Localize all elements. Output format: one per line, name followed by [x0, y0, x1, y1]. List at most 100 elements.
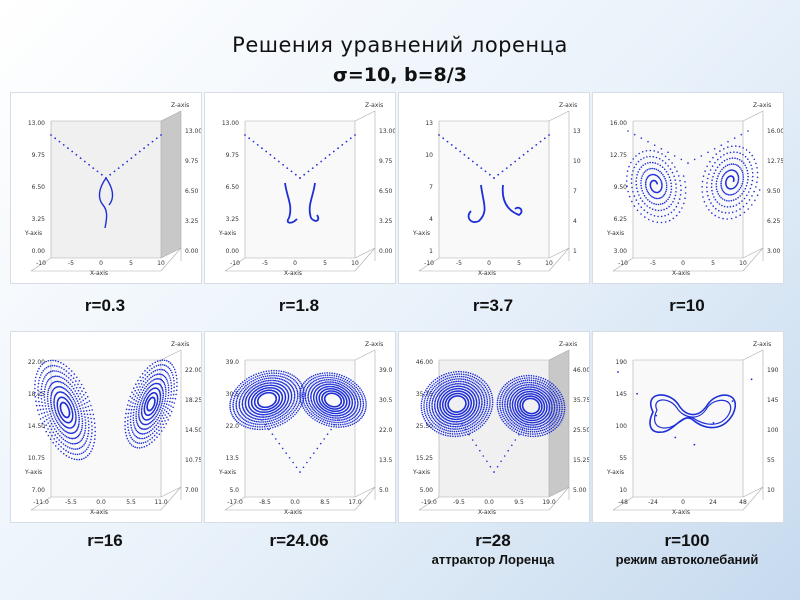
trajectory-point — [263, 373, 266, 375]
trajectory-point — [736, 158, 739, 160]
trajectory-point — [90, 450, 92, 453]
trajectory-point — [334, 417, 337, 419]
trajectory-point — [667, 213, 670, 216]
trajectory-point — [544, 378, 547, 381]
trajectory-point — [136, 421, 138, 423]
trajectory-point — [452, 388, 454, 391]
trajectory-point — [166, 416, 168, 419]
trajectory-point — [77, 426, 79, 429]
trajectory-point — [173, 383, 175, 385]
trajectory-point — [44, 405, 47, 407]
trajectory-point — [85, 440, 87, 442]
trajectory-point — [71, 457, 73, 460]
trajectory-point — [335, 377, 337, 380]
trajectory-point — [41, 382, 43, 385]
trajectory-point — [301, 384, 304, 386]
trajectory-point — [166, 371, 168, 374]
trajectory-point — [130, 436, 132, 439]
trajectory-point — [269, 412, 271, 415]
trajectory-point — [306, 386, 309, 389]
trajectory-point — [723, 159, 726, 162]
trajectory-point — [289, 407, 292, 409]
trajectory-point — [75, 442, 77, 445]
trajectory-point — [558, 401, 560, 403]
z-tick-label: 7.00 — [185, 487, 199, 494]
trajectory-point — [147, 435, 150, 438]
trajectory-point — [247, 385, 250, 388]
trajectory-point — [71, 442, 74, 445]
trajectory-point — [337, 378, 339, 380]
trajectory-point — [256, 428, 259, 431]
trajectory-point — [90, 404, 92, 407]
trajectory-point — [341, 374, 343, 377]
trajectory-point — [737, 190, 739, 192]
trajectory-point — [474, 383, 477, 386]
trajectory-point — [85, 456, 87, 458]
trajectory-point — [467, 417, 469, 419]
trajectory-point — [473, 376, 476, 379]
trajectory-point — [288, 418, 291, 421]
trajectory-point — [562, 397, 564, 400]
trajectory-point — [162, 391, 164, 393]
trajectory-point — [319, 383, 321, 385]
trajectory-point — [541, 379, 544, 382]
trajectory-point — [499, 391, 501, 393]
trajectory-point — [263, 423, 265, 426]
trajectory-point — [674, 179, 676, 181]
trajectory-point — [286, 417, 288, 420]
trajectory-point — [557, 414, 560, 416]
trajectory-point — [92, 167, 95, 169]
trajectory-point — [309, 376, 311, 379]
trajectory-point — [268, 370, 270, 372]
trajectory-point — [258, 413, 260, 415]
trajectory-point — [267, 377, 269, 379]
trajectory-point — [312, 403, 314, 406]
x-axis-label: X-axis — [478, 509, 496, 516]
trajectory-point — [73, 437, 75, 440]
trajectory-point — [351, 401, 354, 403]
trajectory-point — [660, 197, 662, 199]
trajectory-point — [356, 404, 359, 407]
lorenz-panel-5: 22.00 22.00 18.25 18.25 14.50 14.50 10.75 10.75… — [10, 331, 202, 523]
trajectory-point — [464, 383, 466, 386]
trajectory-point — [548, 386, 550, 388]
trajectory-point — [243, 389, 246, 392]
trajectory-point — [167, 391, 170, 394]
trajectory-point — [143, 392, 146, 394]
trajectory-point — [50, 405, 53, 408]
trajectory-point — [280, 378, 282, 380]
trajectory-point — [268, 428, 270, 431]
trajectory-point — [348, 422, 350, 424]
trajectory-point — [524, 434, 527, 437]
trajectory-point — [316, 163, 318, 166]
trajectory-point — [547, 380, 549, 382]
trajectory-point — [317, 413, 320, 415]
trajectory-point — [310, 391, 313, 394]
trajectory-point — [254, 378, 256, 381]
trajectory-point — [143, 384, 145, 386]
trajectory-point — [329, 416, 332, 419]
trajectory-point — [239, 407, 241, 410]
trajectory-point — [428, 388, 431, 390]
trajectory-point — [136, 446, 139, 449]
trajectory-point — [424, 414, 427, 416]
trajectory-point — [449, 374, 451, 376]
x-tick-label: -19.0 — [421, 499, 437, 506]
trajectory-point — [288, 412, 291, 414]
trajectory-point — [89, 441, 91, 444]
trajectory-point — [652, 196, 655, 199]
trajectory-point — [126, 437, 129, 440]
trajectory-point — [88, 423, 90, 426]
trajectory-point — [261, 426, 263, 428]
trajectory-point — [665, 170, 668, 173]
trajectory-point — [440, 387, 442, 389]
trajectory-point — [462, 371, 465, 373]
trajectory-point — [263, 421, 265, 423]
trajectory-point — [143, 408, 146, 410]
trajectory-point — [459, 423, 461, 425]
trajectory-point — [436, 386, 438, 389]
trajectory-point — [500, 395, 502, 398]
trajectory-point — [324, 381, 327, 383]
trajectory-point — [627, 190, 629, 193]
trajectory-point — [433, 414, 436, 417]
